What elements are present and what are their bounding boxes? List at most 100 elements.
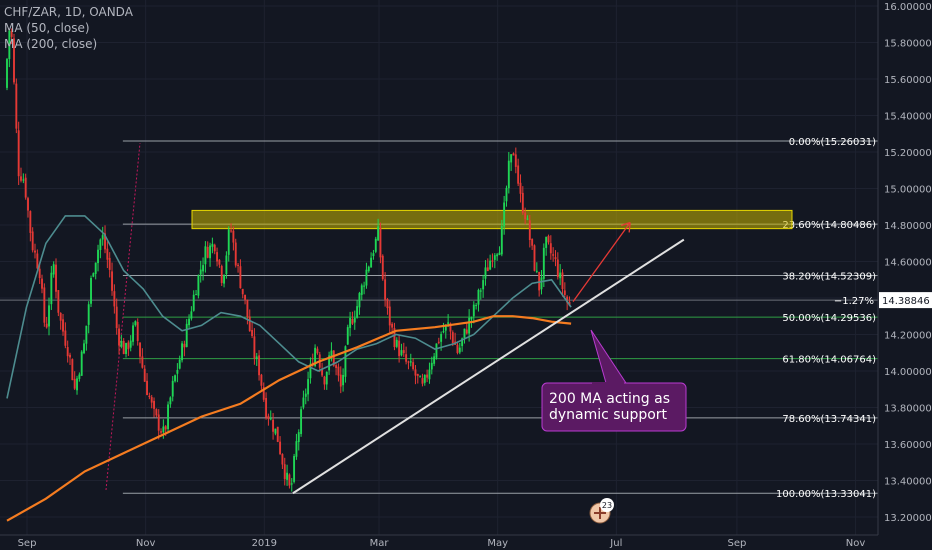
candle-body bbox=[442, 331, 445, 333]
candle-body bbox=[388, 306, 391, 326]
candle-body bbox=[449, 323, 452, 332]
candle-body bbox=[437, 341, 440, 343]
candle-body bbox=[113, 291, 116, 307]
candle-body bbox=[31, 231, 34, 251]
candle-body bbox=[556, 259, 559, 278]
candle-body bbox=[554, 257, 557, 260]
candle-body bbox=[223, 275, 226, 284]
candle-body bbox=[363, 285, 366, 287]
candle-body bbox=[538, 271, 541, 291]
candle-body bbox=[13, 38, 15, 83]
candle-body bbox=[360, 285, 363, 295]
candle-body bbox=[470, 317, 473, 320]
candle-body bbox=[456, 344, 459, 354]
candle-body bbox=[540, 277, 543, 290]
candle-body bbox=[246, 299, 249, 318]
x-tick-label: Mar bbox=[370, 538, 390, 549]
candle-body bbox=[281, 454, 284, 465]
candle-body bbox=[83, 343, 85, 354]
candle-body bbox=[220, 265, 223, 283]
candle-body bbox=[78, 374, 81, 379]
candle-body bbox=[428, 369, 431, 380]
candle-body bbox=[71, 359, 74, 381]
candle-body bbox=[10, 30, 13, 37]
candle-body bbox=[181, 343, 183, 361]
candle-body bbox=[218, 259, 221, 265]
candle-body bbox=[300, 409, 303, 434]
candle-body bbox=[356, 306, 359, 318]
y-axis-background bbox=[878, 0, 932, 550]
candle-body bbox=[230, 230, 233, 232]
y-tick-label: 14.00000 bbox=[884, 367, 932, 378]
candle-body bbox=[545, 236, 548, 248]
candle-body bbox=[85, 325, 88, 344]
candle-body bbox=[563, 290, 566, 295]
candle-body bbox=[566, 296, 569, 303]
candle-body bbox=[195, 294, 198, 296]
candle-body bbox=[295, 441, 298, 457]
candle-body bbox=[339, 374, 342, 387]
candle-body bbox=[248, 316, 251, 332]
candle-body bbox=[297, 432, 300, 443]
candle-body bbox=[69, 354, 71, 358]
resistance-zone-rect bbox=[191, 209, 793, 230]
candle-body bbox=[162, 426, 165, 433]
x-tick-label: Nov bbox=[846, 538, 866, 549]
candle-body bbox=[48, 305, 50, 327]
candle-body bbox=[101, 235, 104, 240]
candle-body bbox=[258, 355, 261, 376]
candle-body bbox=[255, 356, 258, 359]
candle-body bbox=[321, 369, 324, 376]
candle-body bbox=[237, 264, 240, 267]
ma200-line bbox=[6, 315, 572, 522]
candle-body bbox=[127, 342, 130, 350]
candle-body bbox=[269, 418, 272, 420]
candle-body bbox=[139, 342, 141, 357]
candle-body bbox=[332, 350, 335, 366]
candle-body bbox=[36, 253, 39, 269]
ma50-label[interactable]: MA (50, close) bbox=[4, 21, 90, 35]
candle-body bbox=[500, 225, 503, 255]
candle-body bbox=[323, 376, 326, 385]
candle-body bbox=[122, 340, 125, 355]
candle-body bbox=[465, 329, 468, 334]
candle-body bbox=[59, 312, 62, 321]
candle-body bbox=[405, 354, 408, 362]
candle-body bbox=[106, 248, 109, 260]
x-tick-label: Sep bbox=[18, 538, 37, 549]
candle-body bbox=[150, 397, 153, 403]
y-tick-label: 15.40000 bbox=[884, 112, 932, 123]
candle-body bbox=[519, 182, 522, 194]
candle-body bbox=[384, 279, 387, 300]
candle-body bbox=[136, 322, 139, 341]
candle-body bbox=[517, 165, 520, 184]
fib-label: 78.60%(13.74341) bbox=[782, 414, 876, 425]
fib-label: 38.20%(14.52309) bbox=[782, 272, 876, 283]
symbol-label[interactable]: CHF/ZAR, 1D, OANDA bbox=[4, 5, 133, 19]
candle-body bbox=[153, 400, 155, 409]
candle-body bbox=[239, 266, 242, 289]
candle-body bbox=[391, 323, 394, 328]
candle-body bbox=[55, 264, 57, 292]
candle-body bbox=[328, 355, 331, 371]
candle-body bbox=[430, 362, 433, 370]
candle-body bbox=[379, 227, 382, 258]
candle-body bbox=[561, 272, 564, 290]
candle-body bbox=[535, 270, 538, 272]
ma200-label[interactable]: MA (200, close) bbox=[4, 37, 98, 51]
candle-body bbox=[125, 343, 127, 354]
candle-body bbox=[80, 351, 83, 376]
candle-body bbox=[512, 153, 515, 156]
candle-body bbox=[342, 374, 345, 386]
candle-body bbox=[41, 278, 43, 289]
candle-body bbox=[498, 252, 501, 255]
candle-body bbox=[197, 275, 200, 296]
candle-body bbox=[157, 414, 160, 431]
candle-body bbox=[472, 304, 475, 317]
x-tick-label: Nov bbox=[136, 538, 156, 549]
candle-body bbox=[43, 287, 46, 323]
candle-body bbox=[206, 246, 209, 258]
candle-body bbox=[302, 397, 305, 408]
